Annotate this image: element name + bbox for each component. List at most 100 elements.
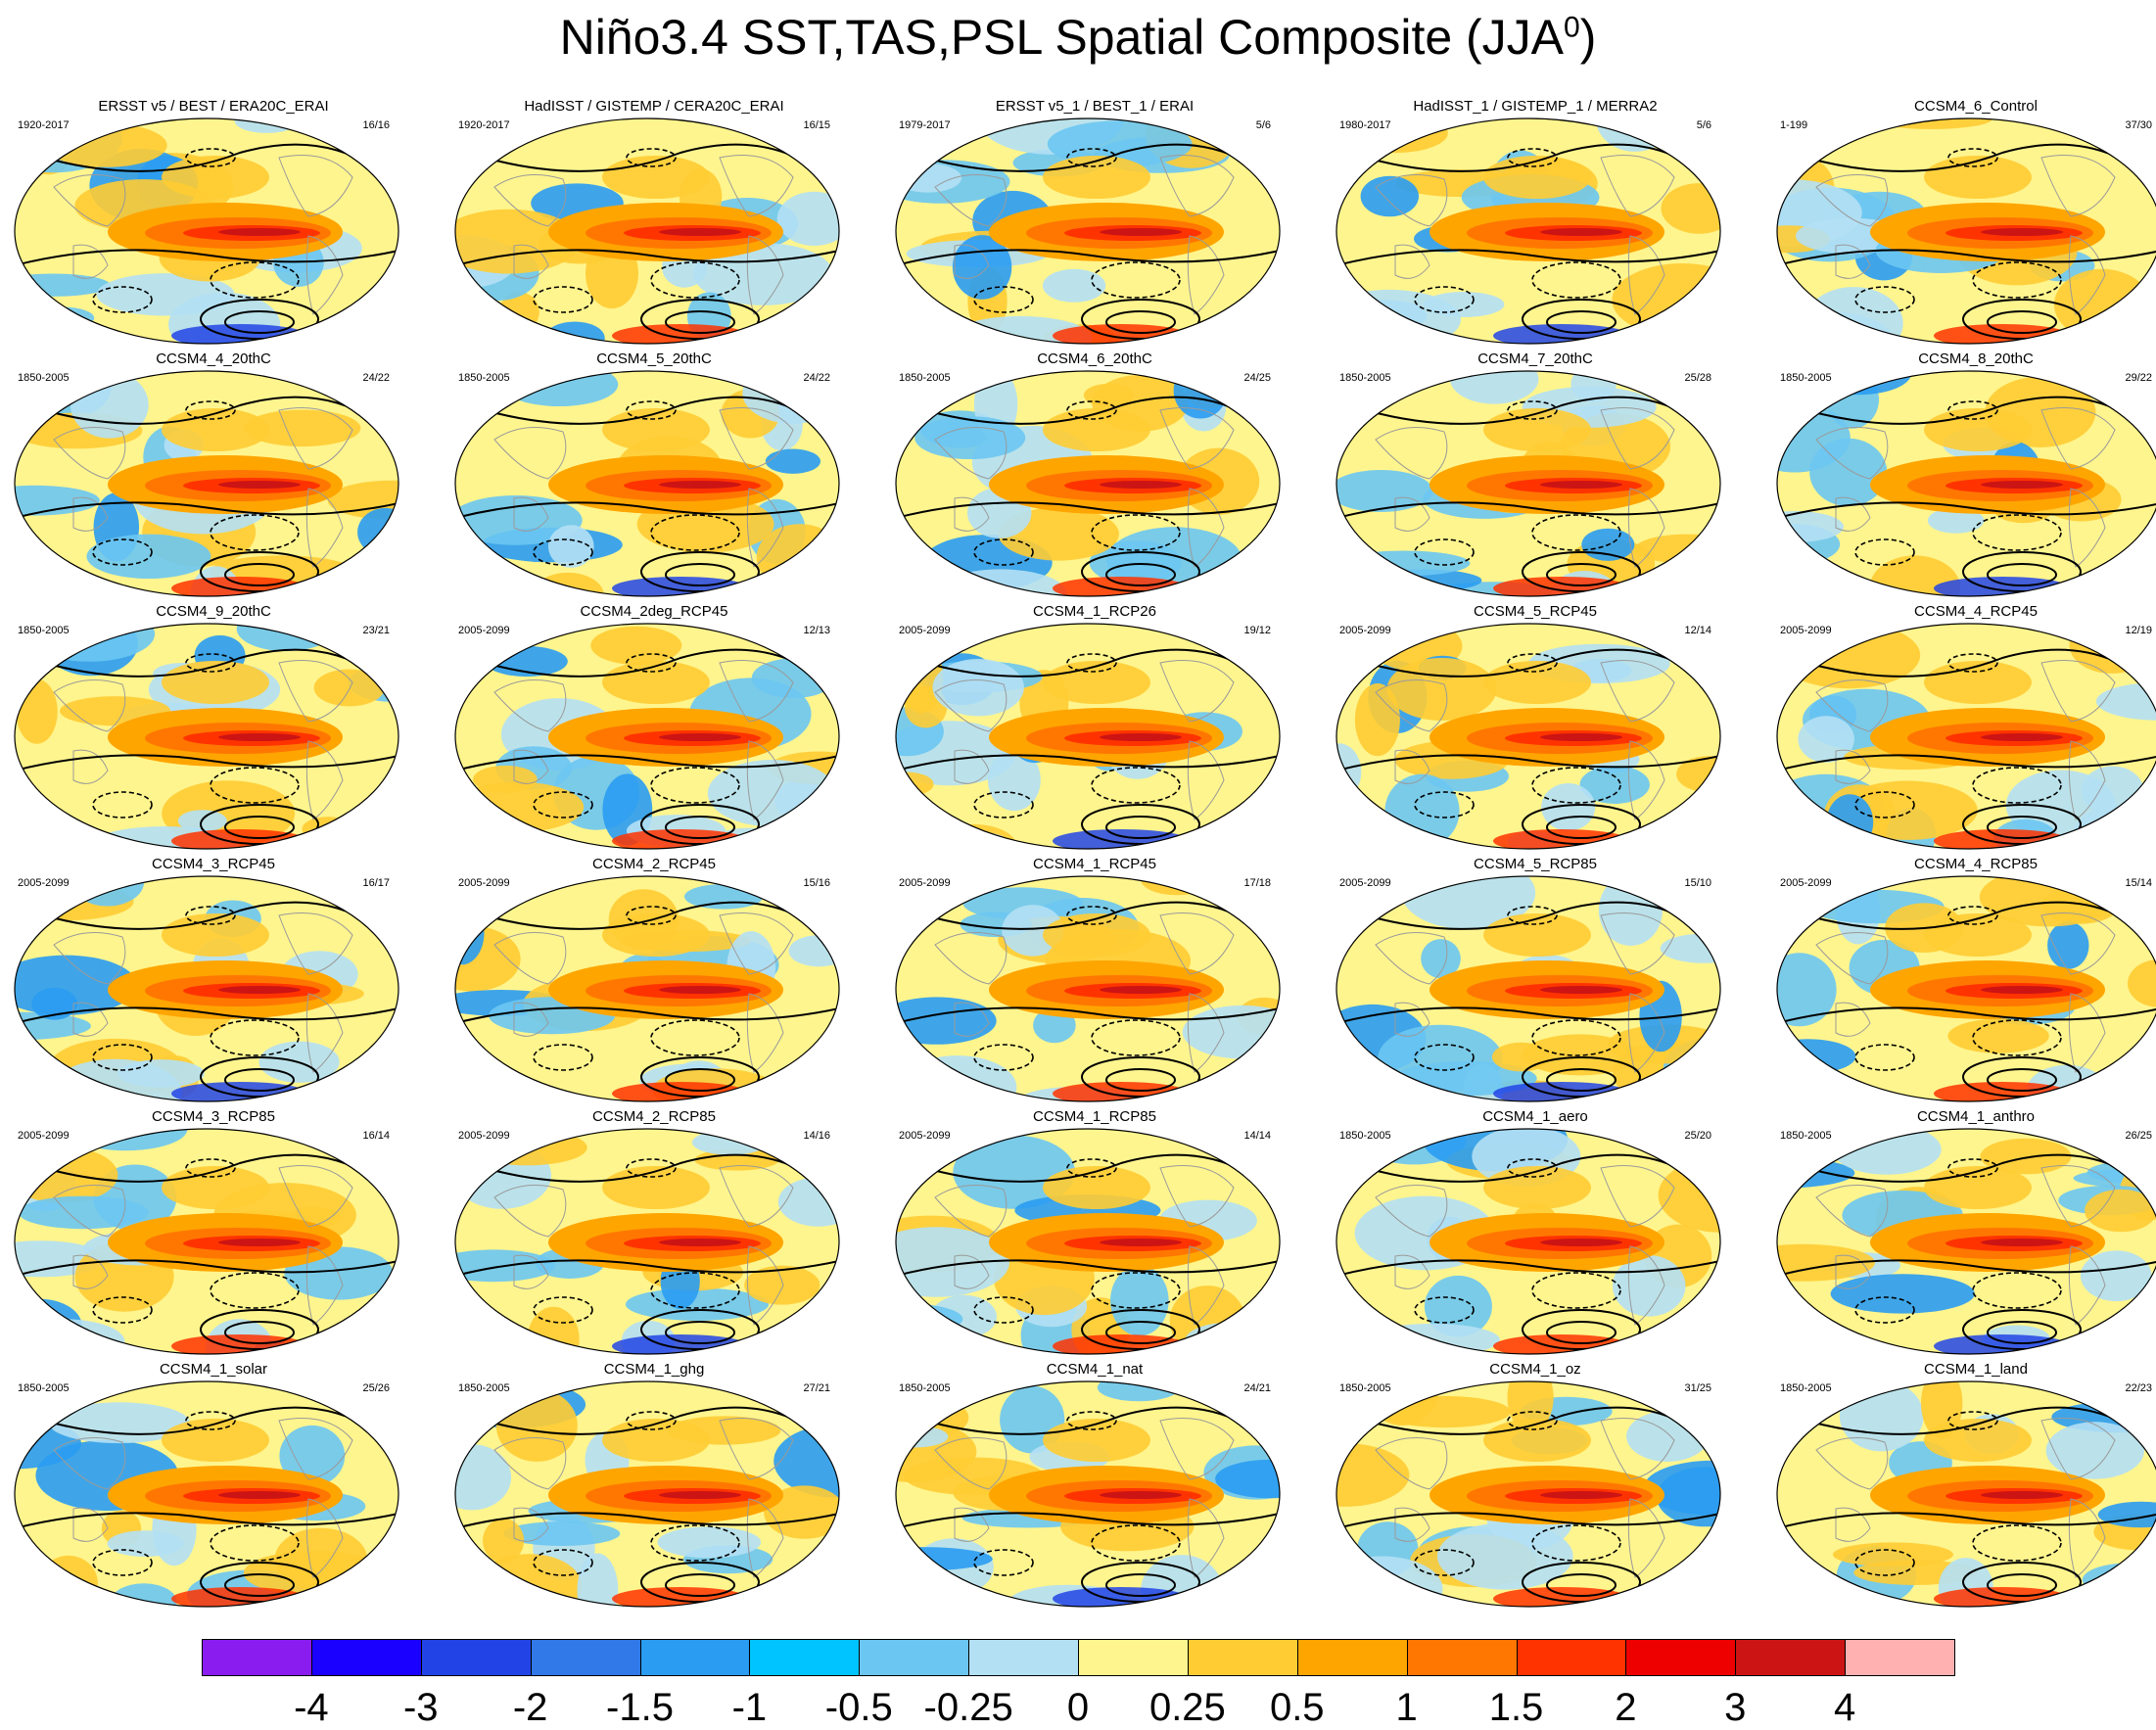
anomaly-blob <box>1980 1138 2072 1175</box>
anomaly-blob <box>2095 682 2156 721</box>
psl-contour-negative <box>210 1019 300 1056</box>
coastline <box>1815 932 1889 985</box>
coastline <box>746 488 784 568</box>
psl-contour-negative <box>1091 1019 1181 1056</box>
coastline <box>954 1507 990 1542</box>
anomaly-blob <box>914 416 1026 459</box>
panel-count: 15/14 <box>2125 877 2152 889</box>
map-panel: CCSM4_4_20thC 1850-2005 24/22 <box>8 351 419 597</box>
psl-contour-negative <box>1972 1019 2062 1056</box>
colorbar-tick-label: -1 <box>731 1686 768 1729</box>
psl-contour-zero <box>15 1512 398 1529</box>
warm-tongue-peak <box>218 481 301 489</box>
anomaly-blob <box>988 749 1041 812</box>
north-pacific-anomaly <box>1483 913 1591 957</box>
psl-contour-negative <box>1972 767 2062 804</box>
psl-contour-zero <box>1336 754 1720 771</box>
psl-contour-positive <box>1546 563 1617 586</box>
anomaly-blob <box>1436 1522 1573 1590</box>
psl-contour-zero <box>15 249 398 266</box>
anomaly-blob <box>302 817 354 842</box>
warm-tongue-peak <box>1981 986 2063 994</box>
map-panel: CCSM4_1_anthro 1850-2005 26/25 <box>1770 1108 2156 1355</box>
panel-title: CCSM4_9_20thC <box>156 603 271 620</box>
colorbar <box>202 1639 1955 1678</box>
psl-contour-positive <box>1987 1068 2057 1092</box>
coastline <box>1394 1002 1430 1037</box>
colorbar-tick-label: 0.25 <box>1148 1686 1226 1729</box>
warm-tongue-peak <box>659 733 741 741</box>
panel-title: CCSM4_4_RCP45 <box>1914 603 2038 620</box>
coastline <box>2068 235 2106 315</box>
map-panel: CCSM4_3_RCP45 2005-2099 16/17 <box>8 856 419 1102</box>
map-border <box>1336 875 1721 1102</box>
anomaly-blob <box>1777 511 1844 542</box>
anomaly-blob <box>1626 1411 1710 1462</box>
north-pacific-anomaly <box>162 408 269 451</box>
map-border <box>1336 1128 1721 1355</box>
psl-contour-negative <box>1066 148 1117 167</box>
coastline <box>2068 993 2106 1073</box>
psl-contour-negative <box>1066 906 1117 925</box>
psl-contour-negative <box>1854 791 1915 818</box>
anomaly-blob <box>684 884 764 910</box>
anomaly-blob <box>1921 1381 1963 1439</box>
anomaly-blob <box>1541 783 1596 831</box>
colorbar-swatch <box>420 1639 532 1676</box>
warm-tongue-peak <box>1981 481 2063 489</box>
anomaly-blob <box>503 1521 621 1546</box>
north-pacific-anomaly <box>602 661 710 704</box>
global-map <box>1336 623 1721 850</box>
coastline <box>513 749 549 784</box>
north-pacific-anomaly <box>1483 156 1591 199</box>
psl-contour-negative <box>626 653 677 673</box>
map-border <box>454 117 840 345</box>
map-border <box>895 1128 1281 1355</box>
coastline <box>719 660 794 723</box>
anomaly-blob <box>1869 555 1961 596</box>
panel-count: 5/6 <box>1696 119 1711 131</box>
panel-period: 2005-2099 <box>18 877 70 889</box>
psl-contour-negative <box>92 1044 153 1071</box>
coastline <box>1187 993 1225 1073</box>
panel-title: CCSM4_2_RCP45 <box>592 856 716 872</box>
panel-count: 25/20 <box>1684 1130 1711 1142</box>
panel-period: 1850-2005 <box>1339 1382 1391 1394</box>
global-map <box>1776 875 2156 1102</box>
map-panel: CCSM4_2_RCP85 2005-2099 14/16 <box>448 1108 860 1355</box>
coastline <box>1394 749 1430 784</box>
psl-contour-negative <box>650 767 740 804</box>
psl-contour-negative <box>1947 653 1998 673</box>
panel-period: 1850-2005 <box>1780 1382 1832 1394</box>
anomaly-blob <box>1200 1324 1280 1354</box>
panel-title: CCSM4_1_solar <box>159 1361 268 1378</box>
psl-contour-negative <box>1854 1549 1915 1576</box>
panel-title: CCSM4_6_20thC <box>1037 351 1152 367</box>
psl-contour-negative <box>1972 1524 2062 1562</box>
psl-contour-negative <box>1947 148 1998 167</box>
warm-tongue-peak <box>1540 1491 1622 1499</box>
psl-contour-zero <box>896 501 1280 519</box>
psl-contour-zero <box>896 1006 1280 1024</box>
panel-title: HadISST / GISTEMP / CERA20C_ERAI <box>524 98 784 115</box>
psl-contour-negative <box>1972 261 2062 299</box>
warm-tongue-peak <box>659 1491 741 1499</box>
coastline <box>1627 740 1665 820</box>
north-pacific-anomaly <box>602 1166 710 1209</box>
panel-title: CCSM4_5_RCP85 <box>1474 856 1597 872</box>
anomaly-blob <box>343 1067 388 1101</box>
coastline <box>2040 912 2116 975</box>
anomaly-blob <box>1777 953 1837 1027</box>
map-border <box>1776 875 2156 1102</box>
title-superscript: 0 <box>1564 11 1580 44</box>
psl-contour-negative <box>1091 261 1181 299</box>
coastline <box>1835 1254 1871 1289</box>
psl-contour-negative <box>92 1549 153 1576</box>
panel-title: CCSM4_5_20thC <box>596 351 712 367</box>
anomaly-blob <box>2081 1250 2152 1302</box>
coastline <box>1187 1498 1225 1578</box>
coastline <box>513 1507 549 1542</box>
colorbar-swatch <box>639 1639 751 1676</box>
map-border <box>1776 1380 2156 1608</box>
